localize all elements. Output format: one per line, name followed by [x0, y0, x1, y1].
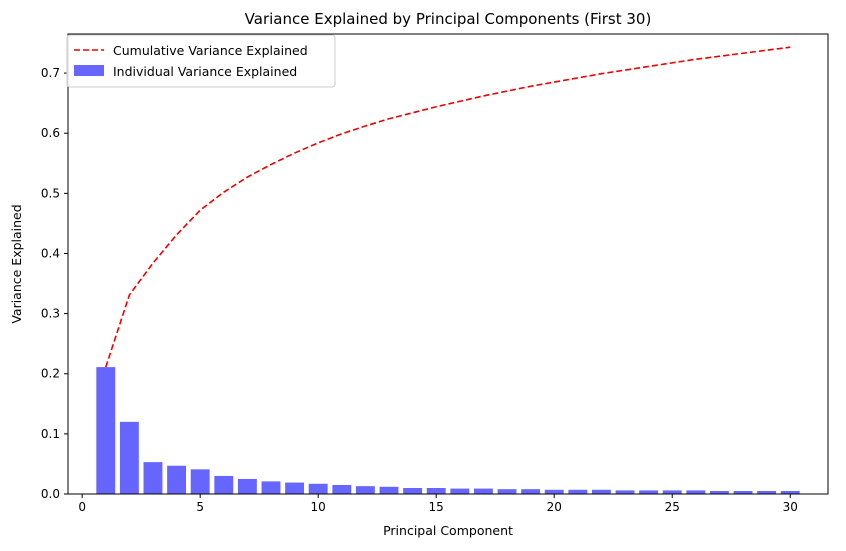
bar-pc-19	[521, 489, 541, 494]
plot-frame	[67, 33, 829, 495]
bar-pc-22	[591, 489, 611, 494]
bar-pc-2	[119, 421, 139, 494]
x-tick-label: 20	[547, 500, 562, 514]
bar-pc-28	[733, 490, 753, 494]
y-tick-label: 0.6	[41, 126, 60, 140]
y-tick-label: 0.2	[41, 367, 60, 381]
bar-pc-7	[237, 478, 257, 494]
x-axis-label: Principal Component	[383, 523, 513, 538]
legend: Cumulative Variance Explained Individual…	[66, 34, 336, 88]
bar-pc-12	[355, 486, 375, 494]
bar-pc-4	[167, 465, 187, 494]
y-tick-label: 0.1	[41, 427, 60, 441]
y-axis-ticks: 0.0 0.1 0.2 0.3 0.4 0.5 0.6 0.7	[41, 66, 68, 501]
legend-box	[66, 34, 336, 88]
bar-pc-26	[686, 490, 706, 494]
x-tick-label: 25	[665, 500, 680, 514]
bar-pc-6	[214, 475, 234, 494]
chart-title: Variance Explained by Principal Componen…	[245, 10, 652, 28]
bar-pc-24	[639, 490, 659, 494]
bar-pc-8	[261, 481, 281, 494]
y-tick-label: 0.0	[41, 487, 60, 501]
x-tick-label: 15	[429, 500, 444, 514]
bar-pc-5	[190, 469, 210, 494]
bar-pc-9	[285, 482, 305, 494]
y-tick-label: 0.5	[41, 186, 60, 200]
bar-pc-13	[379, 486, 399, 494]
y-tick-label: 0.3	[41, 307, 60, 321]
bar-pc-21	[568, 489, 588, 494]
legend-label-individual: Individual Variance Explained	[113, 64, 297, 79]
x-tick-label: 10	[311, 500, 326, 514]
bar-pc-3	[143, 462, 163, 494]
bar-series	[96, 367, 800, 494]
bar-pc-23	[615, 490, 635, 494]
y-tick-label: 0.7	[41, 66, 60, 80]
bar-pc-14	[403, 487, 423, 494]
legend-bar-swatch	[74, 65, 104, 76]
legend-label-cumulative: Cumulative Variance Explained	[113, 43, 308, 58]
x-tick-label: 0	[78, 500, 86, 514]
y-tick-label: 0.4	[41, 246, 60, 260]
bar-pc-17	[473, 488, 493, 494]
bar-pc-27	[709, 490, 729, 494]
bar-pc-25	[662, 490, 682, 494]
x-tick-label: 30	[783, 500, 798, 514]
bar-pc-29	[757, 490, 777, 494]
bar-pc-11	[332, 484, 352, 494]
bar-pc-1	[96, 367, 116, 494]
x-tick-label: 5	[196, 500, 204, 514]
bar-pc-16	[450, 488, 470, 494]
y-axis-label: Variance Explained	[9, 204, 24, 323]
line-series	[104, 46, 791, 368]
bar-pc-15	[426, 487, 446, 494]
bar-pc-18	[497, 489, 517, 494]
bar-pc-20	[544, 489, 564, 494]
bar-pc-10	[308, 483, 328, 494]
cumulative-variance-line	[104, 46, 791, 368]
x-axis-ticks: 0 5 10 15 20 25 30	[78, 494, 798, 514]
bar-pc-30	[780, 490, 800, 494]
